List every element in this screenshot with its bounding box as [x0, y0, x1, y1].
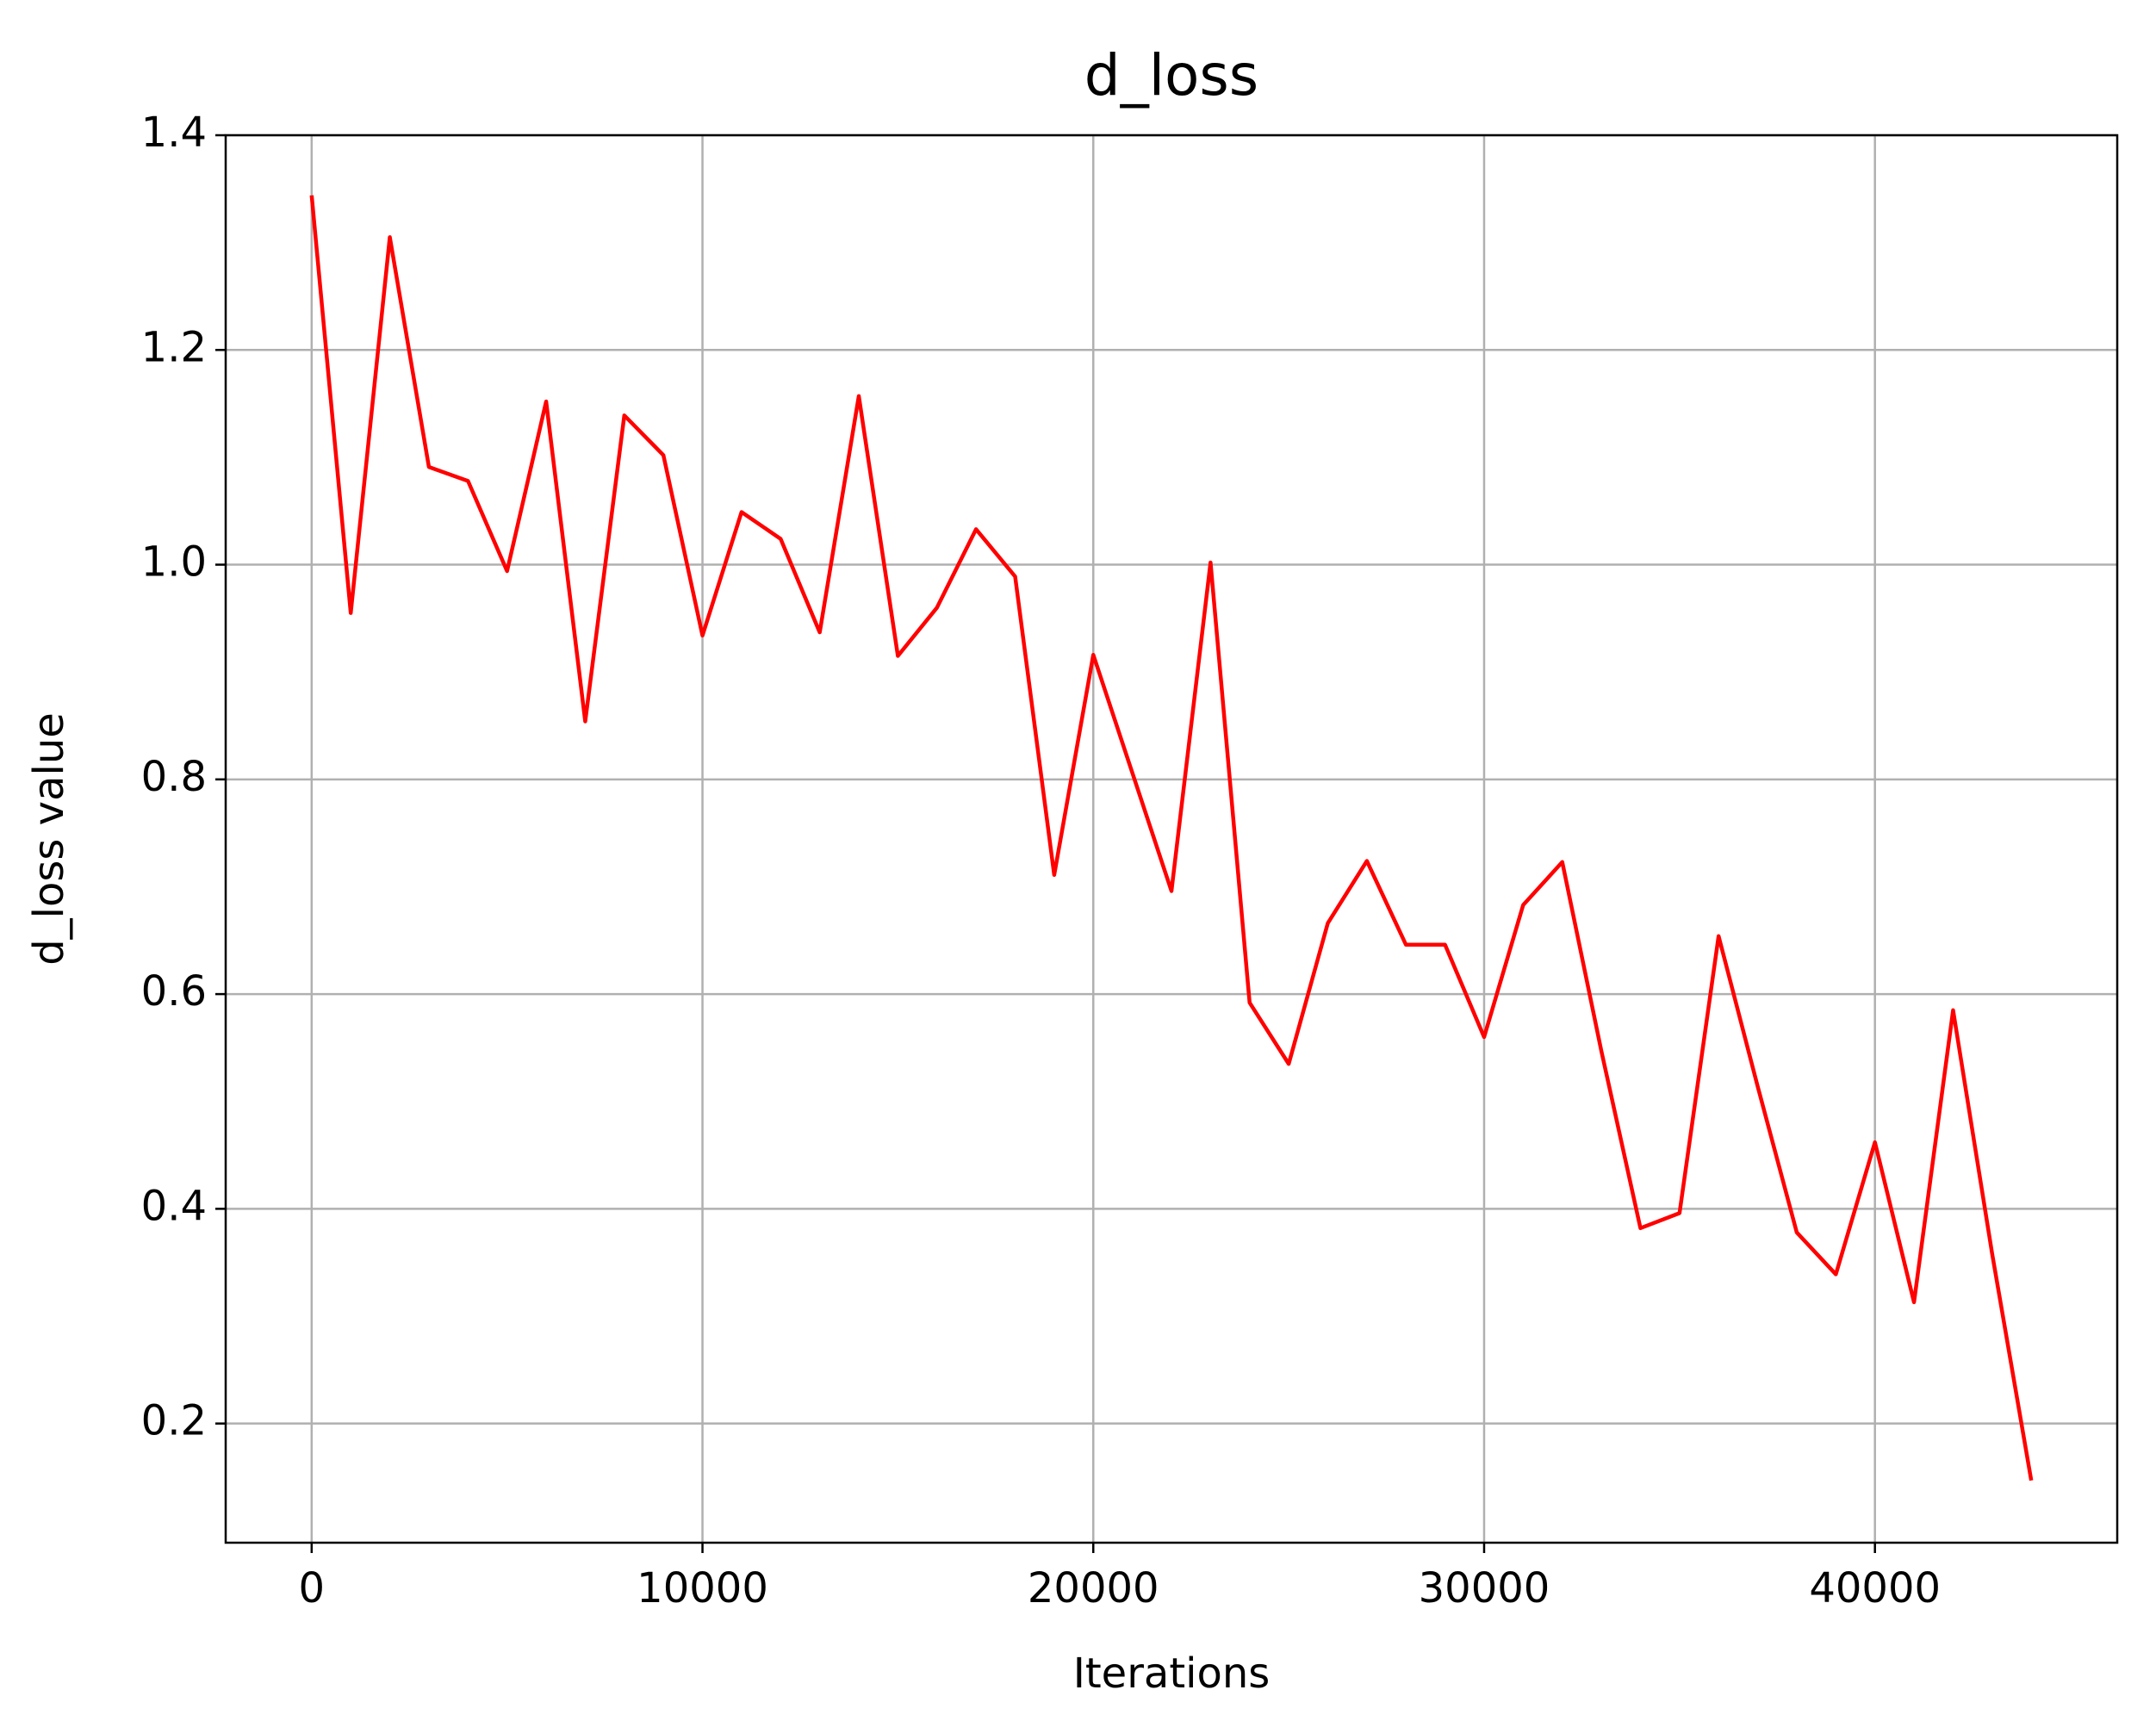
- y-tick-label: 1.0: [141, 538, 207, 587]
- x-axis-label: Iterations: [1073, 1650, 1271, 1698]
- x-tick-label: 40000: [1809, 1564, 1941, 1612]
- y-tick-label: 0.2: [141, 1397, 207, 1445]
- y-tick-label: 1.4: [141, 109, 207, 157]
- y-tick-label: 0.6: [141, 967, 207, 1016]
- x-tick-label: 10000: [637, 1564, 768, 1612]
- y-tick-label: 0.4: [141, 1182, 207, 1230]
- x-tick-label: 0: [299, 1564, 326, 1612]
- plot-frame: [224, 134, 2119, 1544]
- data-line: [309, 195, 2034, 1482]
- x-tick-label: 20000: [1028, 1564, 1159, 1612]
- y-tick-label: 0.8: [141, 753, 207, 801]
- y-axis-label: d_loss value: [25, 712, 73, 966]
- y-tick-label: 1.2: [141, 323, 207, 371]
- chart-title: d_loss: [1084, 42, 1258, 109]
- x-tick-label: 30000: [1419, 1564, 1550, 1612]
